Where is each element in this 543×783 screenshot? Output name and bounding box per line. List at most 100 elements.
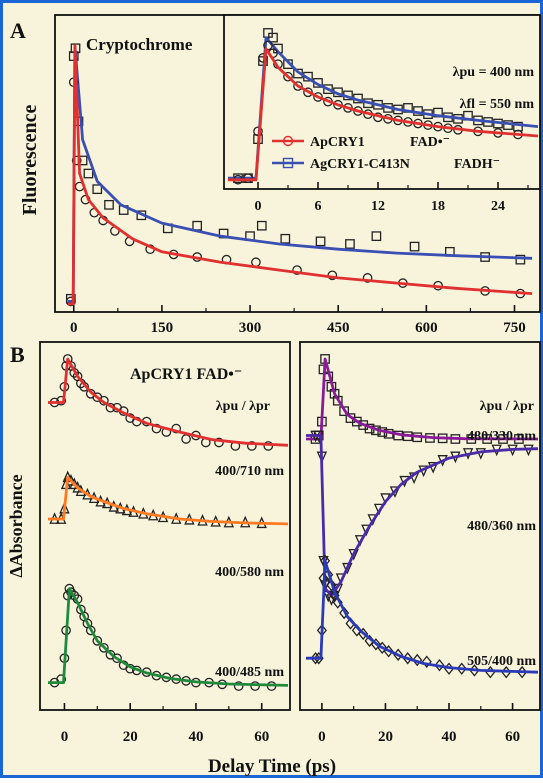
x-tick-label: 20 bbox=[378, 729, 393, 745]
inset-x-axis: 0 6 12 18 24 bbox=[255, 182, 529, 214]
data-point bbox=[65, 296, 76, 307]
data-point bbox=[342, 562, 353, 575]
data-point bbox=[99, 642, 109, 653]
panel-b-right-header: λpu / λpr bbox=[480, 399, 534, 414]
panel-b-right-frame bbox=[299, 341, 541, 711]
inset-annotation-fluorescence: λfl = 550 nm bbox=[460, 97, 535, 112]
label-505-400: 505/400 nm bbox=[467, 654, 536, 669]
panel-b-left-plot bbox=[48, 354, 289, 691]
data-point bbox=[283, 71, 293, 82]
x-tick-label: 60 bbox=[505, 729, 520, 745]
data-point bbox=[112, 653, 122, 664]
panel-a: A Cryptochrome Fluorescence 0 150 300 450 60… bbox=[10, 14, 541, 336]
fit-line bbox=[48, 357, 289, 447]
data-point bbox=[293, 81, 303, 91]
data-point bbox=[310, 652, 321, 665]
fit-line bbox=[67, 44, 533, 306]
x-tick-label: 40 bbox=[188, 729, 203, 745]
x-tick-label: 40 bbox=[442, 729, 457, 745]
fit-line bbox=[306, 357, 539, 441]
x-tick-label: 6 bbox=[315, 199, 322, 214]
x-tick-label: 0 bbox=[255, 199, 262, 214]
data-point bbox=[263, 441, 274, 451]
legend-state-apcry1: FAD•⁻ bbox=[410, 135, 450, 150]
data-point bbox=[412, 653, 423, 667]
x-tick-label: 450 bbox=[327, 320, 350, 336]
series-400-710-nm bbox=[48, 354, 289, 451]
label-480-360: 480/360 nm bbox=[467, 519, 536, 534]
panel-b-right-x-axis: 0 20 40 60 bbox=[318, 703, 520, 745]
data-point bbox=[104, 199, 114, 210]
data-point bbox=[313, 92, 323, 102]
panel-b-right-plot bbox=[306, 354, 539, 679]
panel-b-left-x-axis: 0 20 40 60 bbox=[61, 703, 269, 745]
data-point bbox=[292, 265, 302, 275]
panel-b: B ΔAbsorbance ApCRY1 FAD•⁻ λpu / λpr λpu… bbox=[6, 341, 541, 777]
x-tick-label: 24 bbox=[491, 199, 505, 214]
data-point bbox=[151, 423, 162, 434]
x-tick-label: 20 bbox=[123, 729, 138, 745]
data-point bbox=[456, 662, 467, 675]
panel-b-left-title: ApCRY1 FAD•⁻ bbox=[130, 366, 242, 383]
data-point bbox=[280, 233, 291, 244]
label-400-580: 400/580 nm bbox=[215, 565, 284, 580]
x-tick-label: 150 bbox=[151, 320, 174, 336]
x-tick-label: 750 bbox=[503, 320, 526, 336]
panel-b-letter: B bbox=[10, 342, 25, 367]
legend-state-agcry1: FADH⁻ bbox=[454, 157, 500, 172]
series-apcry1-fad- bbox=[228, 40, 539, 185]
data-point bbox=[434, 658, 445, 672]
data-point bbox=[243, 173, 253, 184]
inset-plot bbox=[228, 28, 539, 185]
x-axis-title: Delay Time (ps) bbox=[208, 756, 336, 777]
panel-a-ylabel: Fluorescence bbox=[19, 105, 41, 216]
series-apcry1-fad- bbox=[65, 44, 533, 307]
fit-line bbox=[228, 47, 539, 182]
data-point bbox=[56, 395, 67, 406]
legend-label-apcry1: ApCRY1 bbox=[310, 135, 365, 150]
data-point bbox=[326, 578, 337, 592]
series-400-580-nm bbox=[48, 470, 289, 529]
legend-marker-square bbox=[282, 157, 294, 169]
data-point bbox=[92, 184, 103, 195]
data-point bbox=[246, 441, 257, 451]
label-480-330: 480/330 nm bbox=[467, 429, 536, 444]
data-point bbox=[92, 635, 103, 646]
data-point bbox=[323, 84, 333, 95]
fit-line bbox=[48, 587, 289, 687]
series-agcry1-c413n-fadh- bbox=[65, 43, 533, 304]
fit-line bbox=[306, 434, 539, 597]
data-point bbox=[66, 587, 76, 597]
label-400-710: 400/710 nm bbox=[215, 464, 284, 479]
legend-marker-circle bbox=[282, 135, 294, 147]
legend-label-agcry1: AgCRY1-C413N bbox=[310, 157, 410, 172]
panel-a-letter: A bbox=[10, 18, 26, 43]
panel-a-main-plot bbox=[65, 43, 533, 307]
data-point bbox=[214, 437, 224, 448]
data-point bbox=[171, 423, 182, 434]
inset-annotation-pump: λpu = 400 nm bbox=[453, 65, 535, 80]
data-point bbox=[71, 155, 82, 166]
x-tick-label: 300 bbox=[239, 320, 262, 336]
x-tick-label: 0 bbox=[61, 729, 69, 745]
data-point bbox=[268, 32, 278, 43]
data-point bbox=[83, 168, 94, 179]
panel-b-left-frame bbox=[39, 341, 291, 711]
x-tick-label: 18 bbox=[431, 199, 445, 214]
data-point bbox=[315, 236, 326, 247]
series-400-485-nm bbox=[48, 583, 289, 691]
data-point bbox=[409, 241, 420, 252]
data-point bbox=[345, 239, 355, 249]
series-labels: 400/710 nm 400/580 nm 400/485 nm 480/330… bbox=[215, 429, 536, 680]
panel-a-x-axis: 0 150 300 450 600 750 bbox=[70, 305, 526, 336]
x-tick-label: 0 bbox=[70, 320, 78, 336]
series-505-400-nm bbox=[306, 554, 539, 679]
data-point bbox=[351, 416, 362, 427]
data-point bbox=[256, 220, 267, 231]
data-point bbox=[348, 548, 359, 561]
series-480-330-nm bbox=[306, 354, 539, 444]
data-point bbox=[362, 273, 373, 283]
